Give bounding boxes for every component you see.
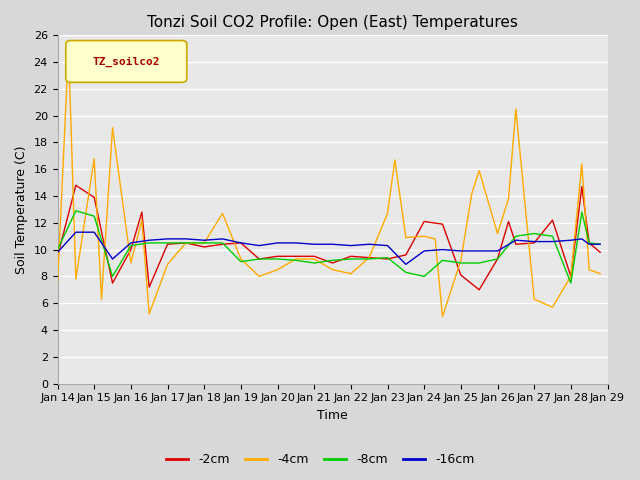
Text: TZ_soilco2: TZ_soilco2: [93, 56, 160, 67]
X-axis label: Time: Time: [317, 409, 348, 422]
Title: Tonzi Soil CO2 Profile: Open (East) Temperatures: Tonzi Soil CO2 Profile: Open (East) Temp…: [147, 15, 518, 30]
Legend: -2cm, -4cm, -8cm, -16cm: -2cm, -4cm, -8cm, -16cm: [161, 448, 479, 471]
Y-axis label: Soil Temperature (C): Soil Temperature (C): [15, 145, 28, 274]
FancyBboxPatch shape: [66, 40, 187, 83]
